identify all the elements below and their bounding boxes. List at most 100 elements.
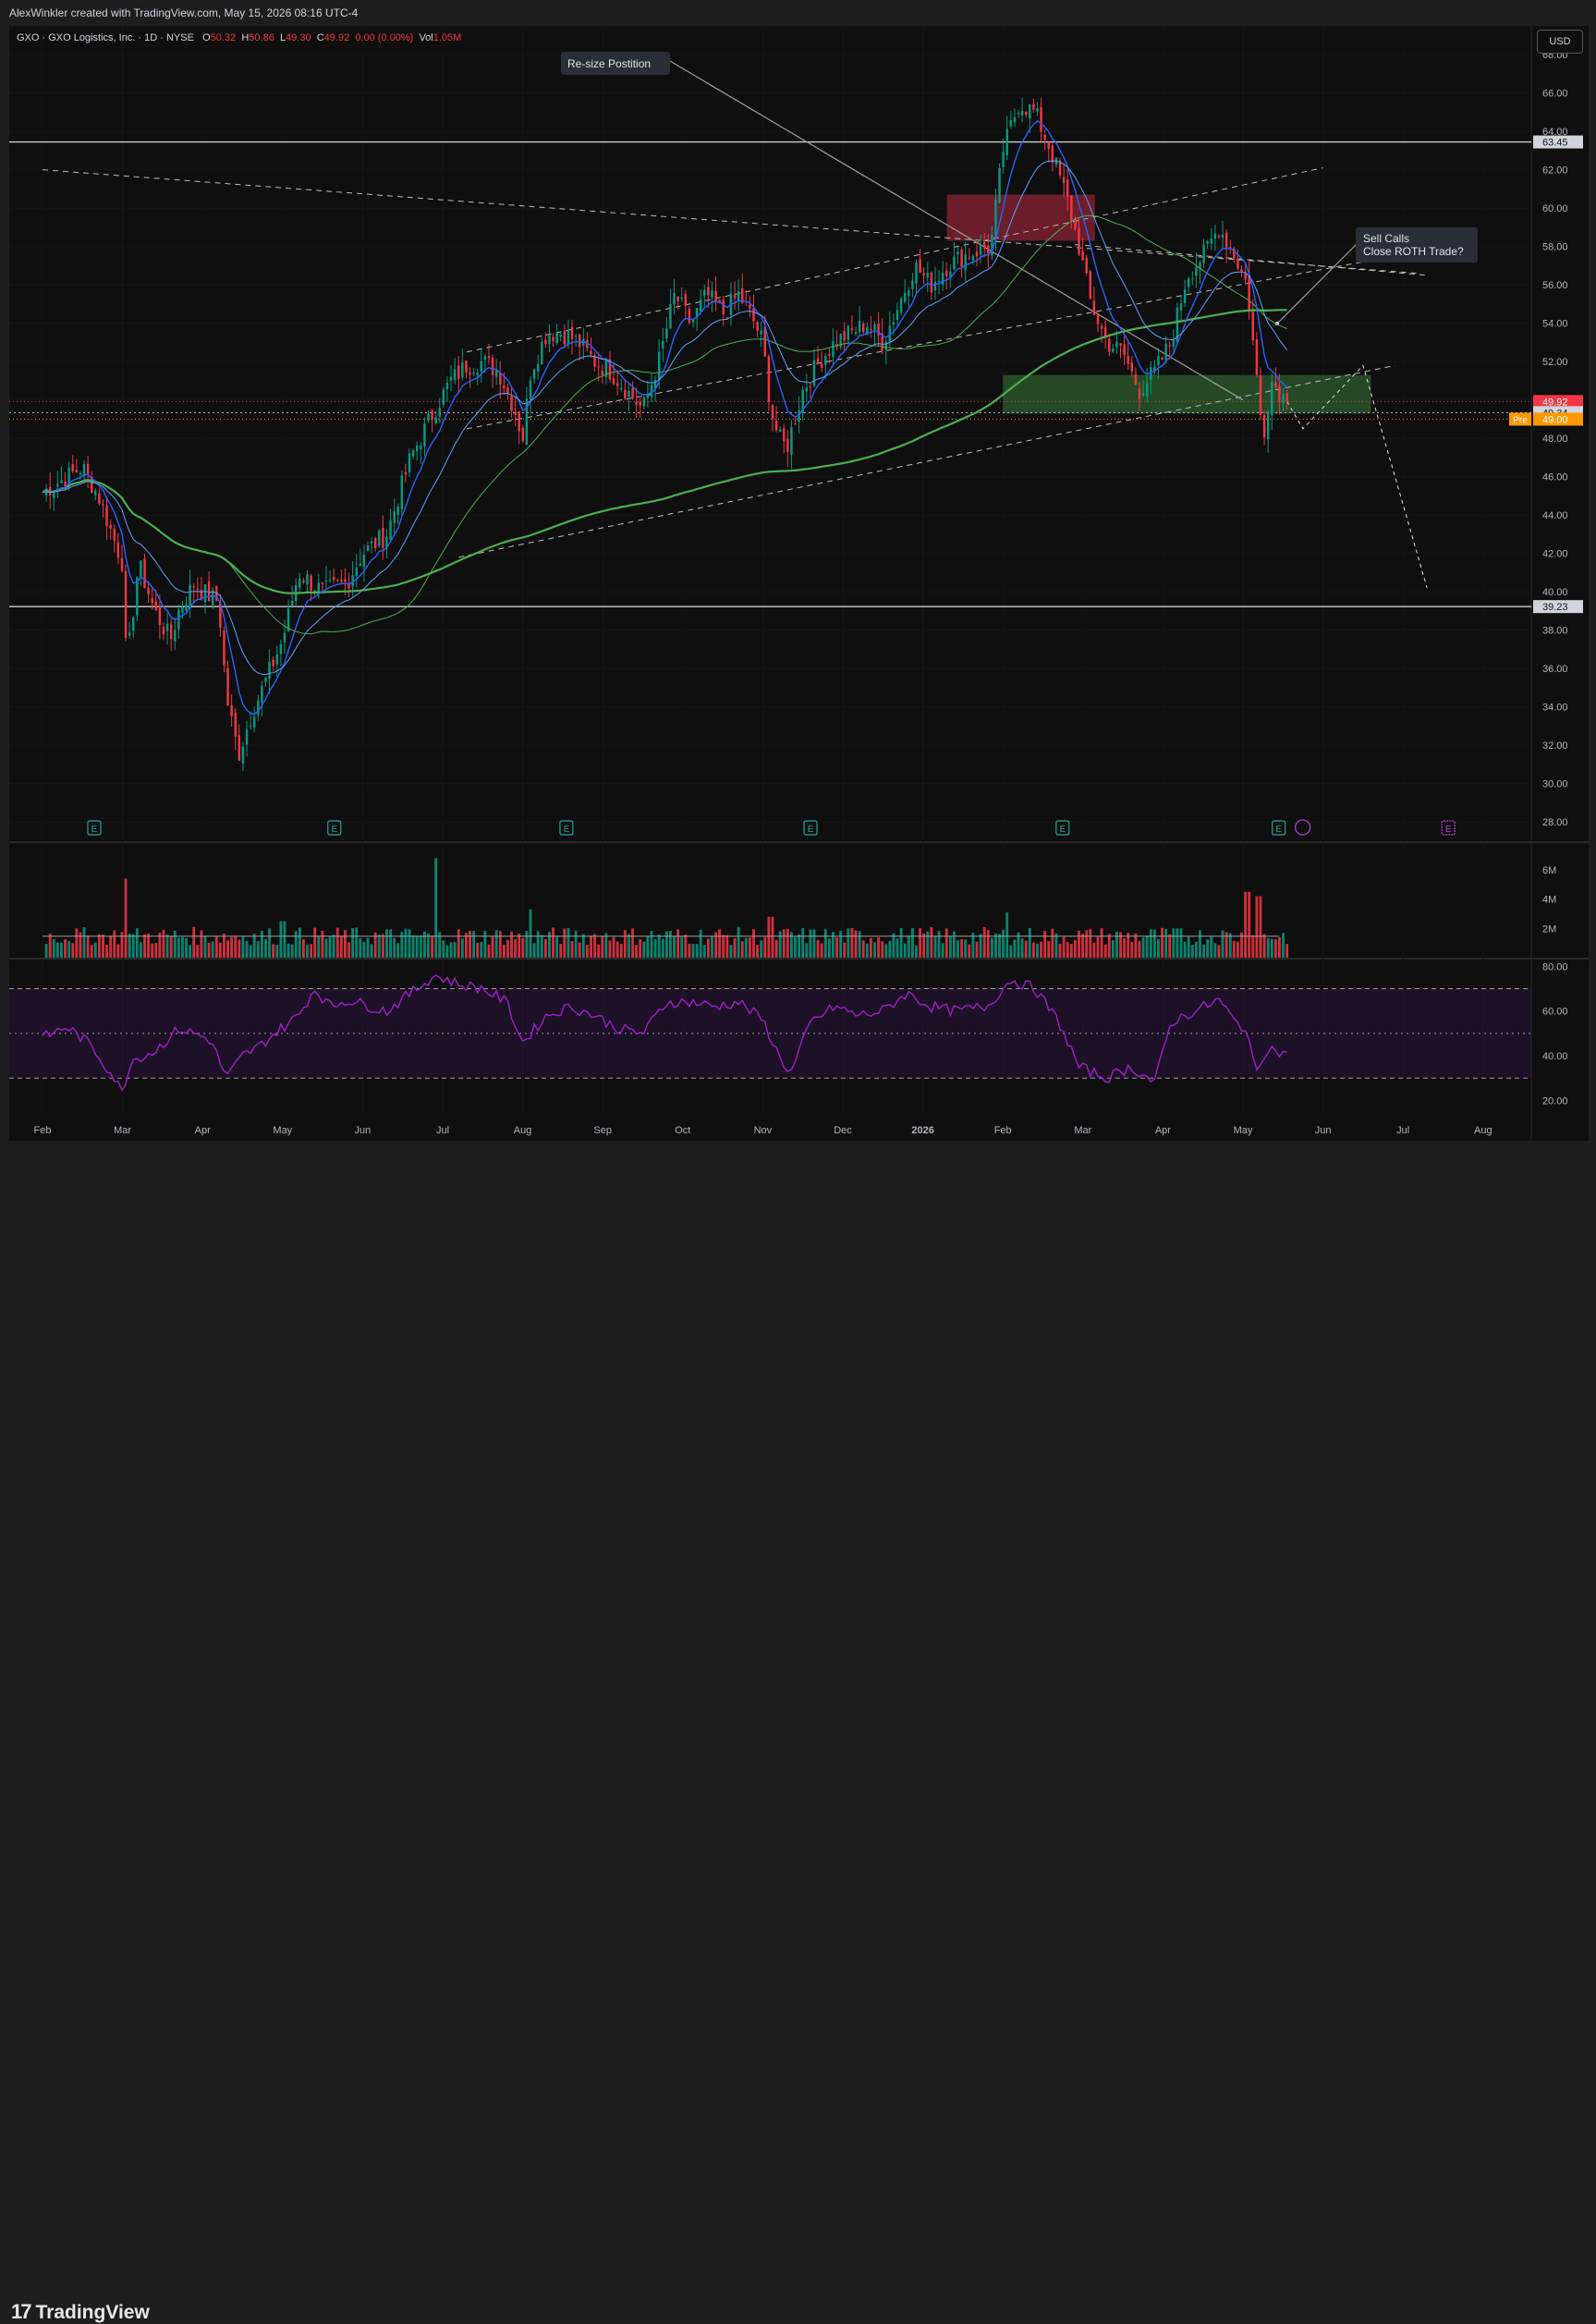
volume-label: Vol bbox=[419, 32, 433, 43]
volume-bar bbox=[283, 921, 286, 958]
candle-body bbox=[635, 401, 638, 405]
candle-body bbox=[1176, 307, 1179, 343]
volume-bar bbox=[937, 931, 941, 958]
volume-bar bbox=[487, 944, 491, 958]
currency-button[interactable]: USD bbox=[1537, 30, 1583, 54]
price-tick-label: 44.00 bbox=[1542, 510, 1568, 521]
volume-bar bbox=[982, 926, 986, 958]
volume-bar bbox=[910, 928, 914, 958]
volume-bar bbox=[491, 936, 494, 958]
volume-bar bbox=[953, 931, 956, 958]
volume-bar bbox=[64, 939, 67, 958]
volume-bar bbox=[971, 932, 975, 958]
volume-bar bbox=[317, 936, 321, 958]
volume-bar bbox=[268, 928, 272, 958]
candle-body bbox=[317, 582, 321, 594]
volume-bar bbox=[472, 931, 476, 958]
candle-body bbox=[389, 520, 392, 541]
candle-body bbox=[684, 293, 688, 306]
candle-body bbox=[771, 405, 774, 419]
tradingview-logo-icon: 17 bbox=[11, 2300, 32, 2323]
volume-bar bbox=[664, 931, 668, 958]
candle-body bbox=[503, 385, 506, 389]
candle-body bbox=[964, 254, 967, 271]
volume-bar bbox=[695, 944, 699, 958]
volume-bar bbox=[1210, 936, 1213, 958]
candle-body bbox=[1036, 108, 1039, 112]
candle-body bbox=[499, 373, 502, 385]
volume-bar bbox=[147, 933, 151, 958]
candle-body bbox=[982, 241, 986, 250]
candle-body bbox=[1032, 104, 1035, 110]
sma-50-line bbox=[42, 214, 1287, 635]
volume-bar bbox=[661, 938, 664, 958]
volume-bar bbox=[502, 944, 506, 958]
volume-bar bbox=[892, 933, 895, 958]
volume-bar bbox=[514, 938, 518, 958]
volume-bar bbox=[351, 928, 355, 958]
trend-line bbox=[42, 169, 1419, 275]
volume-bar bbox=[570, 941, 574, 958]
volume-bar bbox=[306, 944, 309, 958]
volume-bar bbox=[521, 937, 525, 958]
volume-bar bbox=[438, 932, 442, 958]
annotation-text: Close ROTH Trade? bbox=[1363, 245, 1464, 258]
volume-bar bbox=[627, 934, 630, 958]
chart-canvas[interactable]: 28.00 30.00 32.00 34.00 36.00 38.00 40.00 42.00… bbox=[0, 0, 1596, 1199]
candle-body bbox=[140, 560, 142, 580]
volume-bar bbox=[165, 934, 169, 958]
time-tick-label: May bbox=[273, 1125, 292, 1136]
volume-bar bbox=[362, 941, 366, 958]
candle-body bbox=[895, 309, 899, 321]
volume-bar bbox=[619, 944, 623, 958]
volume-bar bbox=[888, 940, 892, 958]
candle-body bbox=[223, 630, 225, 666]
volume-bar bbox=[71, 943, 75, 958]
candle-body bbox=[219, 603, 222, 628]
candle-body bbox=[1150, 367, 1152, 381]
volume-bar bbox=[805, 943, 809, 958]
volume-bar bbox=[396, 943, 400, 958]
volume-bar bbox=[518, 933, 521, 958]
candle-body bbox=[310, 575, 312, 591]
candle-body bbox=[1040, 106, 1042, 132]
high-value: 50.86 bbox=[249, 32, 274, 43]
volume-bar bbox=[1073, 939, 1077, 958]
tradingview-logo[interactable]: 17 TradingView bbox=[11, 2300, 150, 2324]
volume-bar bbox=[702, 945, 706, 958]
candle-body bbox=[529, 380, 532, 399]
candle-body bbox=[805, 387, 809, 392]
price-tick-label: 56.00 bbox=[1542, 280, 1568, 291]
candle-body bbox=[790, 427, 793, 456]
candle-body bbox=[1017, 112, 1020, 115]
volume-bar bbox=[272, 944, 275, 958]
volume-bar bbox=[673, 936, 676, 958]
close-value: 49.92 bbox=[323, 32, 350, 43]
volume-bar bbox=[1206, 939, 1210, 958]
volume-bar bbox=[1066, 942, 1069, 958]
candle-body bbox=[525, 398, 529, 445]
candle-body bbox=[904, 292, 907, 302]
volume-bar bbox=[241, 936, 245, 958]
time-tick-label: 2026 bbox=[911, 1125, 933, 1136]
volume-bar bbox=[794, 936, 797, 958]
candle-body bbox=[400, 475, 404, 509]
candle-body bbox=[102, 504, 104, 506]
candle-body bbox=[514, 411, 517, 415]
rsi-tick-label: 40.00 bbox=[1542, 1051, 1568, 1062]
volume-bar bbox=[809, 929, 812, 958]
volume-bar bbox=[948, 936, 952, 958]
volume-bar bbox=[1017, 932, 1020, 958]
candle-body bbox=[1224, 232, 1228, 249]
candle-body bbox=[949, 271, 952, 278]
volume-bar bbox=[442, 940, 445, 958]
candle-body bbox=[555, 333, 558, 343]
candle-body bbox=[899, 298, 903, 313]
volume-bar bbox=[1152, 929, 1156, 958]
volume-bar bbox=[574, 930, 578, 958]
candle-body bbox=[261, 685, 263, 703]
candle-body bbox=[994, 199, 997, 239]
volume-bar bbox=[669, 930, 672, 958]
volume-bar bbox=[1013, 939, 1017, 958]
candle-body bbox=[861, 324, 865, 333]
